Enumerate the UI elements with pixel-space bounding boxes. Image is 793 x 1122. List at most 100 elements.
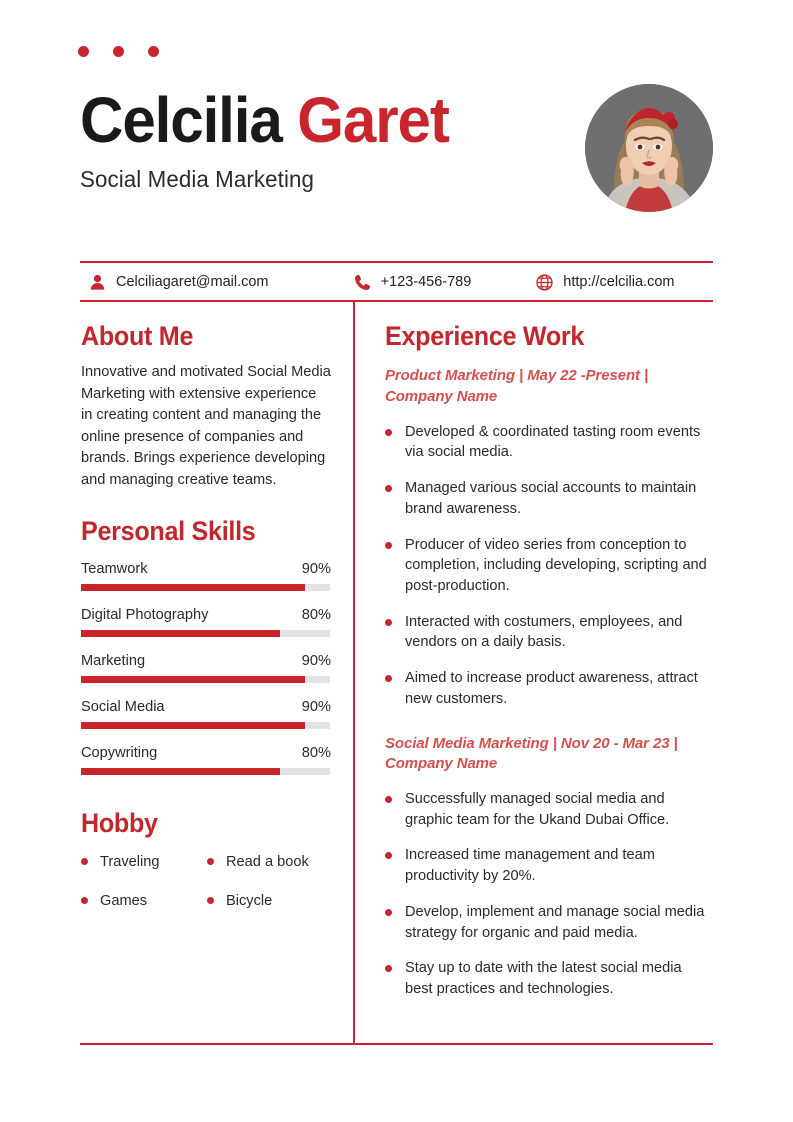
skills-section: Personal Skills Teamwork 90% Digital Pho…: [81, 515, 331, 776]
skill-value: 90%: [301, 561, 331, 578]
job-bullet: Aimed to increase product awareness, att…: [385, 668, 713, 709]
hobby-label: Traveling: [100, 853, 160, 870]
bullet-icon: [385, 541, 392, 549]
profession-subtitle: Social Media Marketing: [80, 166, 315, 192]
job-bullet: Increased time management and team produ…: [385, 845, 713, 886]
name-block: Celcilia Garet Social Media Marketing: [80, 88, 472, 193]
person-icon: [90, 274, 105, 290]
avatar: [585, 84, 713, 212]
hobby-item: Games: [81, 893, 207, 909]
skill-progress-track: [81, 722, 330, 730]
skill-progress-track: [81, 584, 330, 592]
hobby-grid: Traveling Read a book Games Bicycle: [81, 854, 331, 909]
skill-progress-fill: [81, 630, 281, 638]
divider-bottom: [80, 300, 713, 302]
skill-label: Social Media: [81, 699, 165, 716]
contact-bar: Celciliagaret@mail.com +123-456-789 http…: [80, 264, 713, 300]
contact-phone[interactable]: +123-456-789: [353, 273, 536, 292]
job-bullet-text: Increased time management and team produ…: [405, 847, 655, 885]
experience-job: Product Marketing | May 22 -Present | Co…: [385, 366, 713, 709]
column-divider: [353, 302, 355, 1044]
contact-website-text: http://celcilia.com: [563, 274, 675, 290]
skill-progress-track: [81, 768, 330, 776]
hobby-section: Hobby Traveling Read a book Games Bicycl…: [81, 808, 331, 909]
full-name: Celcilia Garet: [80, 88, 450, 152]
right-column: Experience Work Product Marketing | May …: [385, 322, 713, 1015]
job-bullet-text: Interacted with costumers, employees, an…: [405, 613, 683, 651]
hobby-title: Hobby: [81, 808, 158, 839]
job-bullet: Managed various social accounts to maint…: [385, 478, 713, 519]
skill-row: Digital Photography 80%: [81, 607, 331, 638]
skill-row: Copywriting 80%: [81, 745, 331, 776]
skill-row: Social Media 90%: [81, 699, 331, 730]
skill-progress-fill: [81, 676, 306, 684]
first-name: Celcilia: [80, 84, 283, 156]
experience-title: Experience Work: [385, 321, 585, 351]
contact-phone-text: +123-456-789: [380, 274, 472, 290]
bullet-icon: [385, 908, 392, 916]
skill-progress-fill: [81, 584, 306, 592]
bullet-icon: [81, 858, 88, 866]
divider-top: [80, 261, 713, 263]
bullet-icon: [385, 796, 392, 803]
last-name: Garet: [297, 84, 450, 156]
contact-email[interactable]: Celciliagaret@mail.com: [80, 273, 353, 292]
skill-progress-fill: [81, 722, 306, 730]
contact-email-text: Celciliagaret@mail.com: [116, 274, 269, 290]
experience-job: Social Media Marketing | Nov 20 - Mar 23…: [385, 734, 713, 1000]
hobby-item: Read a book: [207, 854, 333, 870]
about-text: Innovative and motivated Social Media Ma…: [81, 364, 331, 488]
divider-page-bottom: [80, 1043, 713, 1045]
dot-icon: [148, 46, 159, 57]
job-bullet-text: Stay up to date with the latest social m…: [405, 960, 682, 998]
skill-value: 90%: [301, 699, 331, 716]
hobby-item: Traveling: [81, 854, 207, 870]
job-bullet: Interacted with costumers, employees, an…: [385, 612, 713, 653]
job-bullet-text: Successfully managed social media and gr…: [405, 791, 670, 828]
about-title: About Me: [81, 321, 194, 351]
job-bullet-text: Aimed to increase product awareness, att…: [405, 670, 698, 707]
decorative-dots: [78, 46, 159, 57]
left-column: About Me Innovative and motivated Social…: [81, 322, 331, 909]
contact-website[interactable]: http://celcilia.com: [535, 273, 713, 292]
skills-title: Personal Skills: [81, 515, 256, 546]
hobby-label: Bicycle: [226, 892, 273, 909]
job-title: Product Marketing | May 22 -Present | Co…: [385, 367, 649, 406]
bullet-icon: [385, 852, 392, 860]
hobby-label: Read a book: [226, 853, 309, 870]
skill-label: Copywriting: [81, 745, 158, 762]
job-bullet: Successfully managed social media and gr…: [385, 789, 713, 830]
skill-label: Marketing: [81, 653, 146, 670]
job-bullet-text: Producer of video series from conception…: [405, 536, 707, 595]
bullet-icon: [207, 858, 214, 866]
job-bullet-text: Developed & coordinated tasting room eve…: [405, 423, 701, 461]
dot-icon: [78, 46, 89, 57]
skill-row: Teamwork 90%: [81, 561, 331, 592]
job-bullet-list: Developed & coordinated tasting room eve…: [385, 422, 713, 710]
dot-icon: [113, 46, 124, 57]
job-bullet: Stay up to date with the latest social m…: [385, 958, 713, 999]
hobby-label: Games: [100, 892, 148, 909]
skill-progress-track: [81, 676, 330, 684]
bullet-icon: [385, 675, 392, 683]
job-bullet-text: Managed various social accounts to maint…: [405, 480, 697, 517]
skill-label: Teamwork: [81, 561, 148, 578]
skill-label: Digital Photography: [81, 607, 209, 624]
bullet-icon: [81, 897, 88, 905]
bullet-icon: [385, 618, 392, 626]
portrait-photo-icon: [585, 84, 713, 212]
header: Celcilia Garet Social Media Marketing: [80, 84, 720, 213]
bullet-icon: [385, 965, 392, 973]
hobby-item: Bicycle: [207, 893, 333, 909]
skill-value: 90%: [301, 653, 331, 670]
skill-value: 80%: [301, 607, 331, 624]
skill-progress-track: [81, 630, 330, 638]
skill-row: Marketing 90%: [81, 653, 331, 684]
bullet-icon: [207, 897, 214, 905]
phone-icon: [354, 274, 370, 290]
skill-progress-fill: [81, 768, 281, 776]
job-bullet-list: Successfully managed social media and gr…: [385, 789, 713, 1000]
job-bullet: Producer of video series from conception…: [385, 535, 713, 597]
bullet-icon: [385, 485, 392, 493]
